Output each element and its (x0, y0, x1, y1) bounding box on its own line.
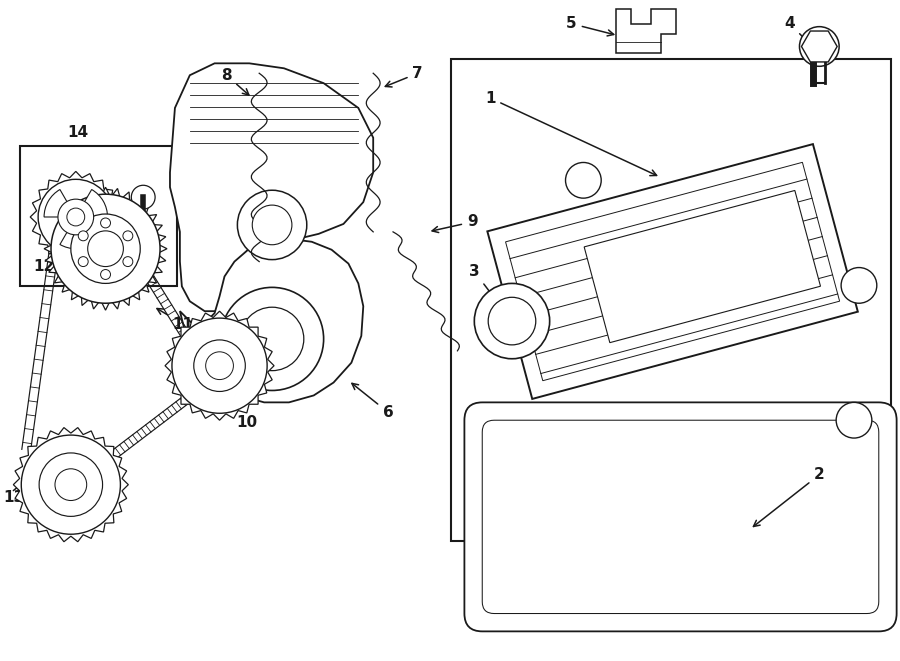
Text: 7: 7 (385, 65, 423, 87)
Text: 9: 9 (432, 214, 478, 233)
Circle shape (58, 199, 94, 235)
Circle shape (474, 284, 550, 359)
Polygon shape (180, 239, 364, 403)
Circle shape (842, 268, 877, 303)
Circle shape (123, 231, 133, 241)
Circle shape (488, 297, 536, 345)
FancyBboxPatch shape (464, 403, 896, 631)
Polygon shape (170, 63, 374, 311)
Circle shape (220, 288, 324, 391)
Text: 14: 14 (68, 125, 88, 140)
Wedge shape (76, 190, 107, 217)
Text: 13: 13 (3, 485, 24, 505)
Polygon shape (165, 311, 274, 420)
Circle shape (22, 435, 121, 534)
Circle shape (238, 190, 307, 260)
Text: 2: 2 (753, 467, 824, 527)
Bar (584, 190, 821, 342)
Bar (21, 145, 177, 286)
Text: 5: 5 (566, 16, 614, 36)
Circle shape (172, 318, 267, 413)
Circle shape (206, 352, 233, 379)
Circle shape (565, 163, 601, 198)
Circle shape (78, 256, 88, 266)
Text: 12: 12 (33, 250, 58, 274)
Text: 3: 3 (469, 264, 509, 317)
Text: 10: 10 (223, 399, 258, 430)
Circle shape (51, 194, 160, 303)
Text: 11: 11 (157, 309, 194, 332)
Circle shape (252, 205, 292, 245)
Circle shape (39, 453, 103, 516)
Circle shape (87, 231, 123, 266)
Circle shape (67, 208, 85, 226)
Bar (506, 163, 840, 381)
Bar (451, 59, 891, 541)
Text: 4: 4 (784, 16, 816, 50)
Polygon shape (14, 428, 129, 542)
Wedge shape (60, 217, 92, 249)
Circle shape (101, 218, 111, 228)
Circle shape (101, 270, 111, 280)
Text: 6: 6 (352, 383, 393, 420)
Circle shape (194, 340, 246, 391)
Polygon shape (616, 9, 676, 54)
Circle shape (131, 185, 155, 209)
FancyBboxPatch shape (482, 420, 878, 613)
Circle shape (240, 307, 304, 371)
Text: 13: 13 (15, 487, 37, 502)
Wedge shape (44, 190, 76, 217)
Circle shape (55, 469, 86, 500)
Circle shape (71, 214, 140, 284)
Text: 1: 1 (485, 91, 657, 176)
Circle shape (123, 256, 133, 266)
Text: 8: 8 (221, 67, 249, 95)
Polygon shape (31, 171, 122, 262)
Circle shape (38, 179, 113, 254)
Circle shape (799, 26, 839, 66)
Circle shape (836, 403, 872, 438)
Polygon shape (44, 187, 167, 310)
Circle shape (78, 231, 88, 241)
Bar (487, 144, 858, 399)
